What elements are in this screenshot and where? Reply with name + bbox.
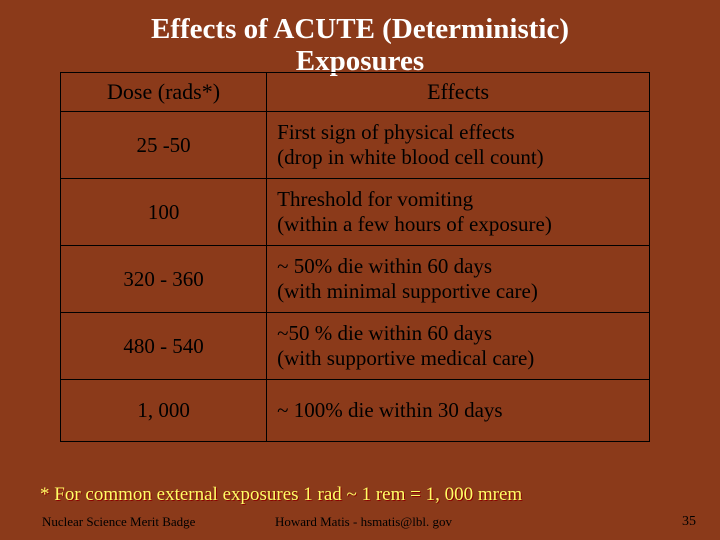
title-line1: Effects of ACUTE (Deterministic)	[151, 13, 569, 45]
effects-cell: ~50 % die within 60 days (with supportiv…	[267, 313, 650, 380]
table-header-row: Dose (rads*) Effects	[61, 73, 650, 112]
footnote-text: For common external exposures 1 rad ~ 1 …	[50, 484, 523, 505]
effects-line1: First sign of physical effects	[277, 120, 515, 144]
table-row: 480 - 540 ~50 % die within 60 days (with…	[61, 313, 650, 380]
effects-line2: (within a few hours of exposure)	[277, 212, 552, 236]
effects-cell: ~ 100% die within 30 days	[267, 380, 650, 442]
effects-line1: ~ 100% die within 30 days	[277, 398, 502, 422]
effects-line1: ~50 % die within 60 days	[277, 321, 492, 345]
dose-cell: 25 -50	[61, 112, 267, 179]
footer-right: 35	[682, 514, 696, 530]
effects-line1: ~ 50% die within 60 days	[277, 254, 492, 278]
effects-cell: First sign of physical effects (drop in …	[267, 112, 650, 179]
effects-cell: Threshold for vomiting (within a few hou…	[267, 179, 650, 246]
footer-center: Howard Matis - hsmatis@lbl. gov	[275, 514, 452, 530]
effects-table-container: Dose (rads*) Effects 25 -50 First sign o…	[60, 72, 650, 442]
table-row: 1, 000 ~ 100% die within 30 days	[61, 380, 650, 442]
table-row: 320 - 360 ~ 50% die within 60 days (with…	[61, 246, 650, 313]
slide-title: Effects of ACUTE (Deterministic) Exposur…	[0, 0, 720, 78]
effects-line2: (with supportive medical care)	[277, 346, 534, 370]
table-row: 100 Threshold for vomiting (within a few…	[61, 179, 650, 246]
effects-line1: Threshold for vomiting	[277, 187, 473, 211]
header-effects: Effects	[267, 73, 650, 112]
header-dose: Dose (rads*)	[61, 73, 267, 112]
dose-cell: 480 - 540	[61, 313, 267, 380]
footnote: * For common external exposures 1 rad ~ …	[40, 484, 522, 506]
effects-cell: ~ 50% die within 60 days (with minimal s…	[267, 246, 650, 313]
effects-line2: (with minimal supportive care)	[277, 279, 538, 303]
effects-table: Dose (rads*) Effects 25 -50 First sign o…	[60, 72, 650, 442]
dose-cell: 100	[61, 179, 267, 246]
dose-cell: 1, 000	[61, 380, 267, 442]
footer-left: Nuclear Science Merit Badge	[42, 514, 195, 530]
footnote-star: *	[40, 484, 50, 505]
effects-line2: (drop in white blood cell count)	[277, 145, 544, 169]
dose-cell: 320 - 360	[61, 246, 267, 313]
table-row: 25 -50 First sign of physical effects (d…	[61, 112, 650, 179]
